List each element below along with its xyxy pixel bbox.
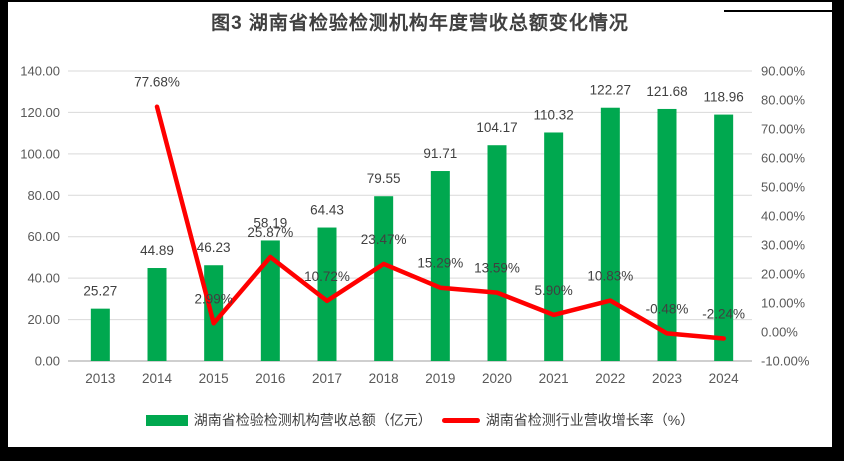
bar-value-label: 44.89 — [140, 243, 174, 258]
secondary-axis-tick-label: 10.00% — [761, 296, 806, 311]
growth-value-label: 25.87% — [247, 225, 293, 240]
legend-line-swatch — [441, 417, 480, 423]
revenue-bar — [260, 240, 280, 361]
x-axis-category-label: 2023 — [652, 371, 682, 386]
bar-value-label: 118.96 — [704, 90, 744, 105]
frame-artifact-line — [724, 10, 832, 12]
revenue-bar — [657, 108, 677, 361]
bar-value-label: 110.32 — [534, 107, 574, 122]
x-axis-category-label: 2013 — [85, 371, 115, 386]
secondary-axis-tick-label: 90.00% — [761, 64, 806, 79]
chart-plot-area: 0.00 20.00 40.00 60.00 80.00 100.00 120.00 140.… — [20, 64, 810, 387]
revenue-bar — [147, 268, 167, 361]
bar-value-label: 79.55 — [367, 171, 401, 186]
secondary-axis-tick-label: -10.00% — [761, 354, 810, 369]
y-axis-tick-label: 140.00 — [20, 64, 60, 79]
secondary-axis-tick-label: 30.00% — [761, 238, 806, 253]
growth-value-label: 77.68% — [134, 75, 180, 90]
legend-item-growth: 湖南省检测行业营收增长率（%） — [441, 410, 695, 430]
y-axis-tick-label: 60.00 — [27, 229, 60, 244]
x-axis-category-label: 2021 — [539, 371, 569, 386]
y-axis-tick-label: 80.00 — [27, 188, 60, 203]
growth-value-label: 23.47% — [361, 232, 407, 247]
chart-title: 图3 湖南省检验检测机构年度营收总额变化情况 — [211, 13, 629, 34]
growth-value-label: 2.99% — [195, 291, 233, 306]
secondary-axis-tick-label: 80.00% — [761, 93, 806, 108]
bar-value-label: 121.68 — [646, 84, 687, 99]
x-axis-category-label: 2018 — [369, 371, 399, 386]
growth-value-label: -0.48% — [646, 301, 689, 316]
growth-value-label: 15.29% — [417, 256, 463, 271]
x-axis-category-label: 2022 — [595, 371, 625, 386]
revenue-bar — [90, 308, 110, 361]
legend-bar-label: 湖南省检验检测机构营收总额（亿元） — [193, 412, 432, 428]
y-axis-tick-label: 20.00 — [27, 312, 60, 327]
y-axis-tick-label: 0.00 — [35, 354, 60, 369]
revenue-bar — [714, 114, 734, 361]
bar-value-label: 46.23 — [197, 240, 231, 255]
x-axis-category-label: 2014 — [142, 371, 173, 386]
legend: 湖南省检验检测机构营收总额（亿元） 湖南省检测行业营收增长率（%） — [8, 410, 832, 430]
secondary-axis-tick-label: 70.00% — [761, 122, 806, 137]
bar-value-label: 58.19 — [253, 215, 287, 230]
growth-value-label: 10.83% — [587, 269, 633, 284]
growth-value-label: 13.59% — [474, 261, 520, 276]
secondary-axis-tick-label: 20.00% — [761, 267, 806, 282]
revenue-bar — [204, 265, 224, 361]
x-axis-category-label: 2020 — [482, 371, 512, 386]
revenue-bar — [430, 171, 450, 361]
revenue-bar — [487, 145, 507, 361]
x-axis-category-label: 2019 — [425, 371, 455, 386]
bar-value-label: 25.27 — [83, 284, 117, 299]
legend-item-revenue: 湖南省检验检测机构营收总额（亿元） — [145, 410, 432, 430]
revenue-bar — [600, 107, 620, 361]
revenue-bar — [374, 196, 394, 361]
secondary-axis-tick-label: 60.00% — [761, 151, 806, 166]
y-axis-tick-label: 40.00 — [27, 271, 60, 286]
secondary-axis-tick-label: 50.00% — [761, 180, 806, 195]
secondary-axis-tick-label: 0.00% — [761, 325, 798, 340]
bar-value-label: 91.71 — [423, 146, 457, 161]
revenue-bar — [544, 132, 564, 361]
y-axis-tick-label: 120.00 — [20, 105, 60, 120]
growth-value-label: 10.72% — [304, 269, 350, 284]
x-axis-category-label: 2024 — [709, 371, 740, 386]
secondary-axis-tick-label: 40.00% — [761, 209, 806, 224]
growth-value-label: -2.24% — [702, 306, 745, 321]
legend-bar-swatch — [145, 414, 188, 426]
growth-line — [154, 104, 726, 341]
growth-value-label: 5.90% — [535, 283, 573, 298]
revenue-bar — [317, 227, 337, 361]
x-axis-category-label: 2015 — [199, 371, 229, 386]
legend-line-label: 湖南省检测行业营收增长率（%） — [485, 412, 695, 428]
bar-value-label: 104.17 — [476, 120, 517, 135]
x-axis-category-label: 2017 — [312, 371, 342, 386]
bar-value-label: 64.43 — [310, 203, 344, 218]
y-axis-tick-label: 100.00 — [20, 146, 60, 161]
bar-value-label: 122.27 — [590, 83, 631, 98]
x-axis-category-label: 2016 — [255, 371, 285, 386]
